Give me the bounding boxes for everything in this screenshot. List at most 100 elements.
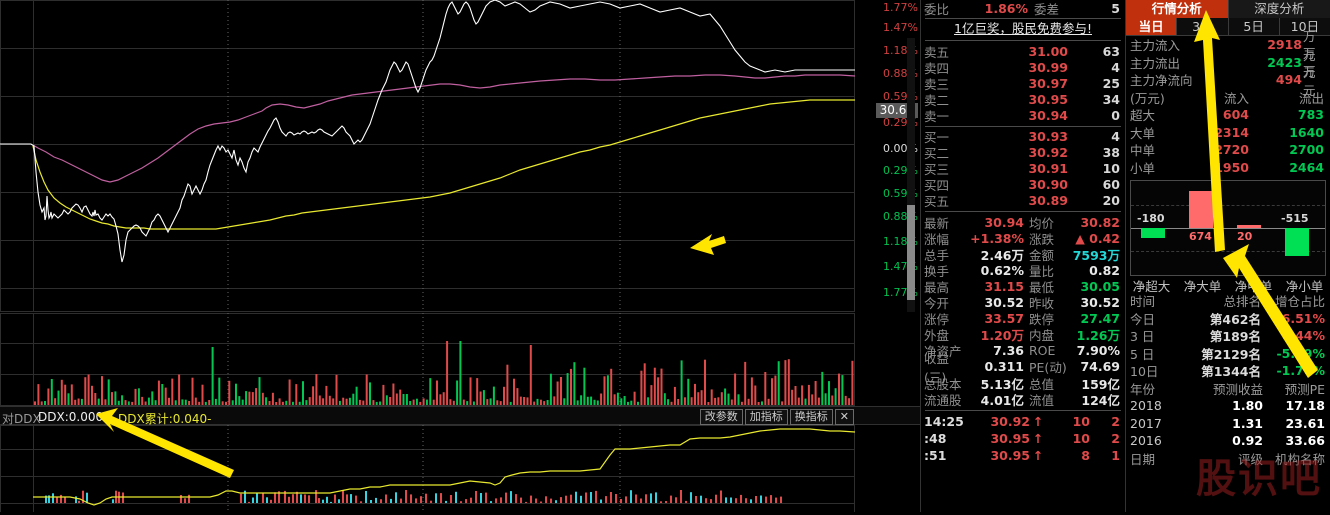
- tick-price: 30.92: [972, 414, 1030, 429]
- tick-direction-icon: ↑: [1030, 448, 1046, 463]
- tab-period-today[interactable]: 当日: [1126, 18, 1176, 35]
- ask-vol-3: 25: [1068, 76, 1120, 91]
- stat-value-right: 30.05: [1064, 279, 1120, 294]
- bid-vol-4: 60: [1068, 177, 1120, 192]
- rank-total: 第1344名: [1172, 361, 1269, 380]
- tick-volume: 10: [1046, 431, 1090, 446]
- net-bar-label-1: 674: [1189, 230, 1212, 243]
- flow-in-value: 604: [1180, 107, 1255, 122]
- bid-price-1: 30.93: [964, 129, 1068, 144]
- analysis-main-tabs[interactable]: 行情分析 深度分析: [1126, 0, 1330, 18]
- rank-period: 3 日: [1130, 326, 1172, 345]
- tick-volume: 8: [1046, 448, 1090, 463]
- rank-total: 第2129名: [1172, 344, 1269, 363]
- net-bar-label-0: -180: [1137, 212, 1165, 225]
- analysis-panel: 行情分析 深度分析 当日 3日 5日 10日 主力流入 2918 万元 主力流出…: [1125, 0, 1330, 512]
- stat-value-right: 1.26万: [1064, 325, 1120, 344]
- flow-table-header: (万元) 流入 流出: [1126, 89, 1330, 107]
- ask-row-1[interactable]: 卖一 30.94 0: [921, 107, 1125, 123]
- volume-chart-panel[interactable]: [0, 313, 855, 406]
- flow-label: 大单: [1130, 123, 1180, 142]
- forecast-year: 2018: [1130, 398, 1176, 413]
- bid-vol-3: 10: [1068, 161, 1120, 176]
- rank-row: 10日第1344名-1.70%: [1126, 362, 1330, 380]
- forecast-year: 2016: [1130, 433, 1176, 448]
- analysis-period-tabs[interactable]: 当日 3日 5日 10日: [1126, 18, 1330, 36]
- stat-value-left: 0.62%: [962, 263, 1024, 278]
- forecast-pe: 23.61: [1273, 416, 1325, 431]
- stat-value-left: 31.15: [962, 279, 1024, 294]
- price-chart-panel[interactable]: [0, 0, 855, 312]
- main-netflow-label: 主力净流向: [1130, 70, 1276, 89]
- intraday-chart-area[interactable]: 对DDX DDX:0.000- DDX累计:0.040- 改参数 加指标 换指标…: [0, 0, 920, 512]
- stat-value-left: 1.20万: [962, 325, 1024, 344]
- stat-value-left: 4.01亿: [962, 390, 1024, 409]
- rank-period: 5 日: [1130, 344, 1172, 363]
- ddx-chart-panel[interactable]: [0, 425, 855, 512]
- change-params-button[interactable]: 改参数: [700, 409, 743, 425]
- ask-price-1: 30.94: [964, 108, 1068, 123]
- switch-indicator-button[interactable]: 换指标: [790, 409, 833, 425]
- flow-label: 中单: [1130, 140, 1180, 159]
- flow-out-value: 2700: [1255, 142, 1324, 157]
- promo-banner[interactable]: 1亿巨奖，股民免费参与!: [921, 21, 1125, 38]
- forecast-eps: 1.80: [1176, 398, 1273, 413]
- main-inflow-value: 2918: [1267, 37, 1302, 52]
- price-chart-svg: [0, 0, 855, 312]
- stat-value-right: 27.47: [1064, 311, 1120, 326]
- main-inflow-label: 主力流入: [1130, 35, 1267, 54]
- indicator-toolbar[interactable]: 对DDX DDX:0.000- DDX累计:0.040- 改参数 加指标 换指标…: [0, 406, 920, 425]
- main-outflow-value: 2423: [1267, 55, 1302, 70]
- rank-pct: -1.70%: [1269, 363, 1325, 378]
- chart-scrollbar-thumb[interactable]: [907, 205, 915, 300]
- flow-label: 超大: [1130, 105, 1180, 124]
- tick-time: :51: [924, 448, 972, 463]
- stat-value-left: 0.311: [962, 359, 1024, 374]
- forecast-table-header: 年份 预测收益 预测PE: [1126, 380, 1330, 398]
- quote-panel: 委比 1.86% 委差 5 1亿巨奖，股民免费参与! 卖五 31.00 63 卖…: [920, 0, 1125, 512]
- divider: [925, 18, 1121, 19]
- flow-in-value: 2720: [1180, 142, 1255, 157]
- tab-market-analysis[interactable]: 行情分析: [1126, 0, 1228, 18]
- stat-label-left: 流通股: [924, 390, 962, 409]
- indicator-buttons[interactable]: 改参数 加指标 换指标 ✕: [700, 409, 854, 425]
- flow-in-value: 2314: [1180, 125, 1255, 140]
- rating-grade-header: 评级: [1176, 449, 1273, 468]
- forecast-eps: 1.31: [1176, 416, 1273, 431]
- bid-label-5: 买五: [924, 191, 964, 210]
- tick-count: 1: [1090, 448, 1120, 463]
- ask-vol-1: 0: [1068, 108, 1120, 123]
- rank-total: 第189名: [1172, 326, 1269, 345]
- bid-vol-2: 38: [1068, 145, 1120, 160]
- main-netflow-value: 494: [1276, 72, 1302, 87]
- stat-value-left: 2.46万: [962, 245, 1024, 264]
- tick-count: 2: [1090, 431, 1120, 446]
- flow-in-header: 流入: [1180, 88, 1255, 107]
- ask-label-1: 卖一: [924, 106, 964, 125]
- stat-value-left: 30.52: [962, 295, 1024, 310]
- close-icon[interactable]: ✕: [835, 409, 854, 425]
- main-inflow-row: 主力流入 2918 万元: [1126, 36, 1330, 54]
- flow-out-header: 流出: [1255, 88, 1324, 107]
- stat-value-right: 30.52: [1064, 295, 1120, 310]
- axis-label-up-1: 1.77%: [883, 2, 918, 13]
- forecast-pe: 17.18: [1273, 398, 1325, 413]
- add-indicator-button[interactable]: 加指标: [745, 409, 788, 425]
- tab-period-5d[interactable]: 5日: [1228, 18, 1279, 35]
- tab-period-3d[interactable]: 3日: [1176, 18, 1227, 35]
- net-bar-0: [1141, 228, 1165, 238]
- bid-list: 买一 30.93 4 买二 30.92 38 买三 30.91 10 买四 30…: [921, 129, 1125, 209]
- bid-row-5[interactable]: 买五 30.89 20: [921, 193, 1125, 209]
- tab-depth-analysis[interactable]: 深度分析: [1228, 0, 1330, 18]
- ask-vol-2: 34: [1068, 92, 1120, 107]
